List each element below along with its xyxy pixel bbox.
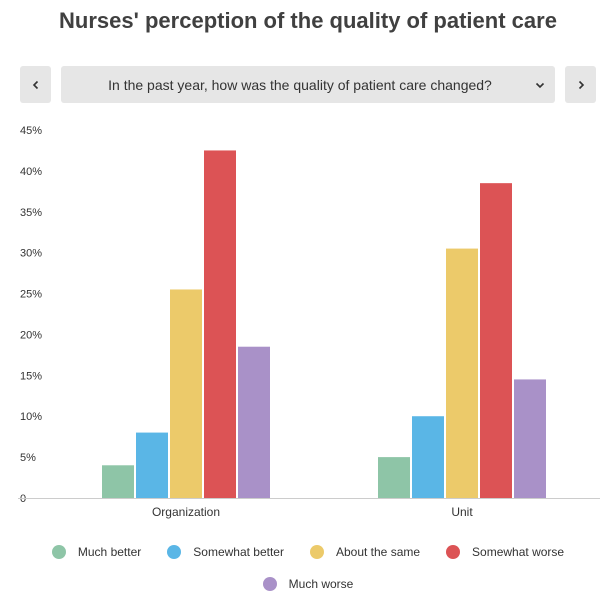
legend-item-about-the-same[interactable]: About the same — [309, 545, 421, 559]
y-tick-label: 40% — [20, 166, 42, 178]
x-category-label: Unit — [451, 505, 473, 519]
bar-somewhat-worse-organization[interactable] — [204, 150, 236, 498]
chevron-down-icon — [535, 82, 545, 88]
next-button[interactable] — [565, 66, 596, 103]
legend-label: Much worse — [288, 577, 354, 591]
x-category-label: Organization — [152, 505, 220, 519]
bar-about-the-same-organization[interactable] — [170, 289, 202, 498]
question-dropdown[interactable]: In the past year, how was the quality of… — [61, 66, 555, 103]
chart-title: Nurses' perception of the quality of pat… — [59, 8, 557, 33]
chevron-left-icon — [32, 80, 38, 89]
legend-label: Much better — [77, 545, 142, 559]
legend-dot-icon — [51, 545, 66, 559]
y-tick-label: 35% — [20, 207, 42, 219]
bar-much-worse-unit[interactable] — [514, 379, 546, 498]
chevron-right-icon — [578, 80, 584, 89]
bar-about-the-same-unit[interactable] — [446, 248, 478, 498]
legend-label: About the same — [335, 545, 421, 559]
y-tick-label: 15% — [20, 370, 42, 382]
bar-somewhat-better-organization[interactable] — [136, 432, 168, 498]
bar-somewhat-better-unit[interactable] — [412, 416, 444, 498]
chart-legend: Much better Somewhat better About the same… — [0, 545, 616, 591]
bar-much-better-unit[interactable] — [378, 457, 410, 498]
legend-dot-icon — [446, 545, 461, 559]
y-tick-label: 25% — [20, 289, 42, 301]
legend-label: Somewhat worse — [472, 545, 565, 559]
bar-somewhat-worse-unit[interactable] — [480, 183, 512, 498]
legend-dot-icon — [309, 545, 324, 559]
legend-label: Somewhat better — [193, 545, 284, 559]
y-tick-label: 20% — [20, 329, 42, 341]
legend-item-much-worse[interactable]: Much worse — [262, 577, 354, 591]
legend-dot-icon — [262, 577, 277, 591]
bar-chart: 05%10%15%20%25%30%35%40%45%OrganizationU… — [18, 125, 600, 519]
y-tick-label: 10% — [20, 411, 42, 423]
legend-item-much-better[interactable]: Much better — [51, 545, 142, 559]
bar-much-worse-organization[interactable] — [238, 346, 270, 498]
legend-item-somewhat-worse[interactable]: Somewhat worse — [446, 545, 564, 559]
y-tick-label: 30% — [20, 248, 42, 260]
y-tick-label: 5% — [20, 452, 36, 464]
previous-button[interactable] — [20, 66, 51, 103]
legend-dot-icon — [167, 545, 182, 559]
legend-item-somewhat-better[interactable]: Somewhat better — [167, 545, 284, 559]
question-selected-value: In the past year, how was the quality of… — [108, 76, 492, 93]
y-tick-label: 45% — [20, 125, 42, 137]
bar-much-better-organization[interactable] — [102, 465, 134, 498]
